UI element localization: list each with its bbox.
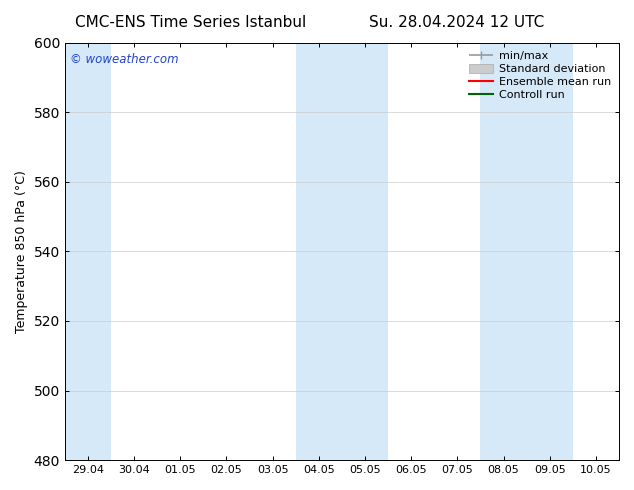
Bar xyxy=(481,43,573,460)
Bar xyxy=(65,43,111,460)
Text: © woweather.com: © woweather.com xyxy=(70,53,179,66)
Text: CMC-ENS Time Series Istanbul: CMC-ENS Time Series Istanbul xyxy=(75,15,306,30)
Y-axis label: Temperature 850 hPa (°C): Temperature 850 hPa (°C) xyxy=(15,170,28,333)
Bar xyxy=(295,43,388,460)
Text: Su. 28.04.2024 12 UTC: Su. 28.04.2024 12 UTC xyxy=(369,15,544,30)
Legend: min/max, Standard deviation, Ensemble mean run, Controll run: min/max, Standard deviation, Ensemble me… xyxy=(467,48,614,103)
